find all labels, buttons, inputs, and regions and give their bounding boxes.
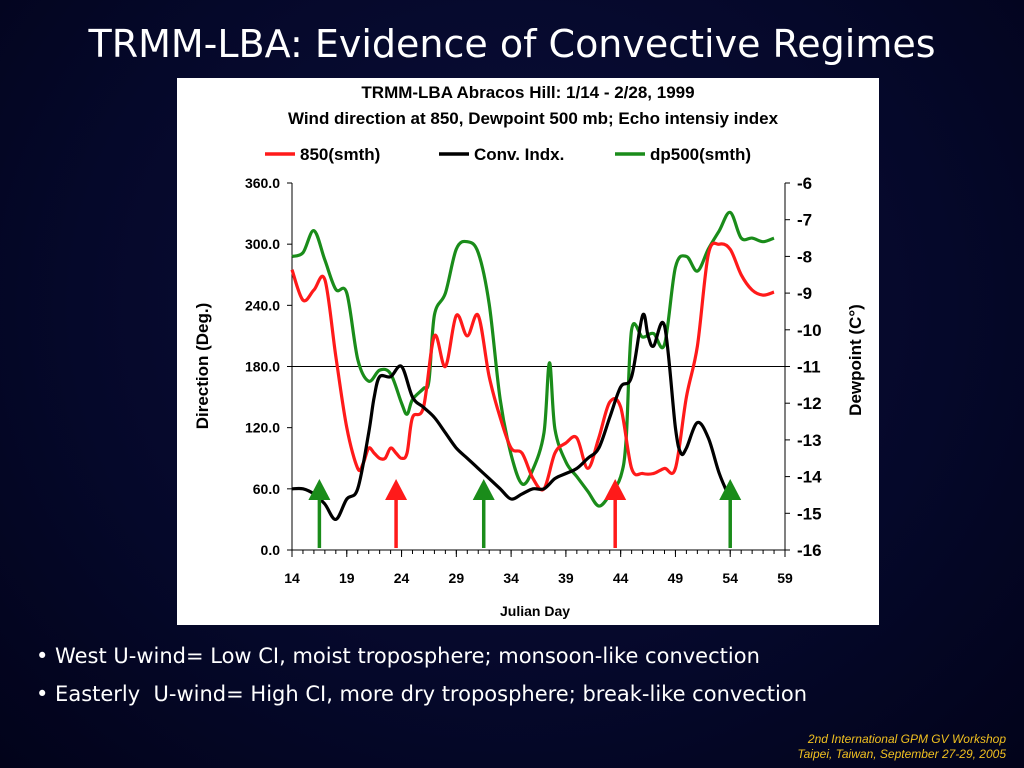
- x-tick-label: 34: [503, 570, 519, 586]
- y2-tick-label: -11: [797, 358, 821, 377]
- y2-tick-label: -12: [797, 394, 822, 413]
- y-tick-label: 60.0: [253, 481, 280, 497]
- footer-line: 2nd International GPM GV Workshop: [807, 732, 1006, 746]
- chart-subtitle: Wind direction at 850, Dewpoint 500 mb; …: [288, 109, 779, 128]
- x-tick-label: 24: [394, 570, 410, 586]
- x-tick-label: 54: [722, 570, 738, 586]
- bullet-list: • West U-wind= Low CI, moist troposphere…: [36, 640, 807, 716]
- x-tick-label: 49: [668, 570, 684, 586]
- y-tick-label: 0.0: [261, 542, 281, 558]
- bullet-item: • West U-wind= Low CI, moist troposphere…: [36, 644, 760, 668]
- y2-tick-label: -13: [797, 431, 822, 450]
- footer-line: Taipei, Taiwan, September 27-29, 2005: [797, 747, 1006, 761]
- chart-svg: TRMM-LBA Abracos Hill: 1/14 - 2/28, 1999…: [193, 83, 865, 619]
- bullet-item: • Easterly U-wind= High CI, more dry tro…: [36, 682, 808, 706]
- y-tick-label: 240.0: [245, 297, 280, 313]
- x-tick-label: 59: [777, 570, 793, 586]
- series-line-850-smth: [290, 241, 775, 492]
- arrow-head: [472, 479, 495, 500]
- y-tick-label: 360.0: [245, 175, 280, 191]
- plot-area: 0.0 60.0 120.0 180.0 240.0 300.0 360.0 -16 -15 -1…: [245, 174, 822, 586]
- footer: 2nd International GPM GV Workshop Taipei…: [797, 732, 1006, 762]
- legend-label: 850(smth): [300, 145, 380, 164]
- arrow-head: [604, 479, 627, 500]
- chart-title: TRMM-LBA Abracos Hill: 1/14 - 2/28, 1999: [361, 83, 694, 102]
- x-tick-label: 44: [613, 570, 629, 586]
- x-tick-label: 39: [558, 570, 574, 586]
- y-tick-label: 180.0: [245, 359, 280, 375]
- y2-axis-label: Dewpoint (C°): [846, 304, 865, 416]
- x-tick-label: 29: [449, 570, 465, 586]
- y-axis-label: Direction (Deg.): [193, 303, 212, 430]
- y2-tick-label: -14: [797, 468, 822, 487]
- arrow-head: [308, 479, 331, 500]
- y-tick-label: 300.0: [245, 236, 280, 252]
- y2-tick-label: -9: [797, 284, 812, 303]
- arrow-head: [385, 479, 408, 500]
- y2-tick-label: -7: [797, 211, 812, 230]
- series-line-conv-indx: [291, 312, 732, 521]
- y-tick-label: 120.0: [245, 420, 280, 436]
- x-tick-label: 14: [284, 570, 300, 586]
- legend-label: Conv. Indx.: [474, 145, 564, 164]
- chart-legend: 850(smth) Conv. Indx. dp500(smth): [265, 145, 751, 164]
- y2-tick-label: -10: [797, 321, 822, 340]
- arrow-head: [719, 479, 742, 500]
- chart-panel: TRMM-LBA Abracos Hill: 1/14 - 2/28, 1999…: [177, 78, 879, 625]
- x-axis-label: Julian Day: [500, 603, 570, 619]
- y2-tick-label: -8: [797, 247, 812, 266]
- y2-tick-label: -15: [797, 504, 822, 523]
- y2-tick-label: -16: [797, 541, 822, 560]
- series-line-dp500-smth: [291, 210, 775, 508]
- x-tick-label: 19: [339, 570, 355, 586]
- y2-tick-label: -6: [797, 174, 812, 193]
- slide-title: TRMM-LBA: Evidence of Convective Regimes: [88, 22, 936, 66]
- legend-label: dp500(smth): [650, 145, 751, 164]
